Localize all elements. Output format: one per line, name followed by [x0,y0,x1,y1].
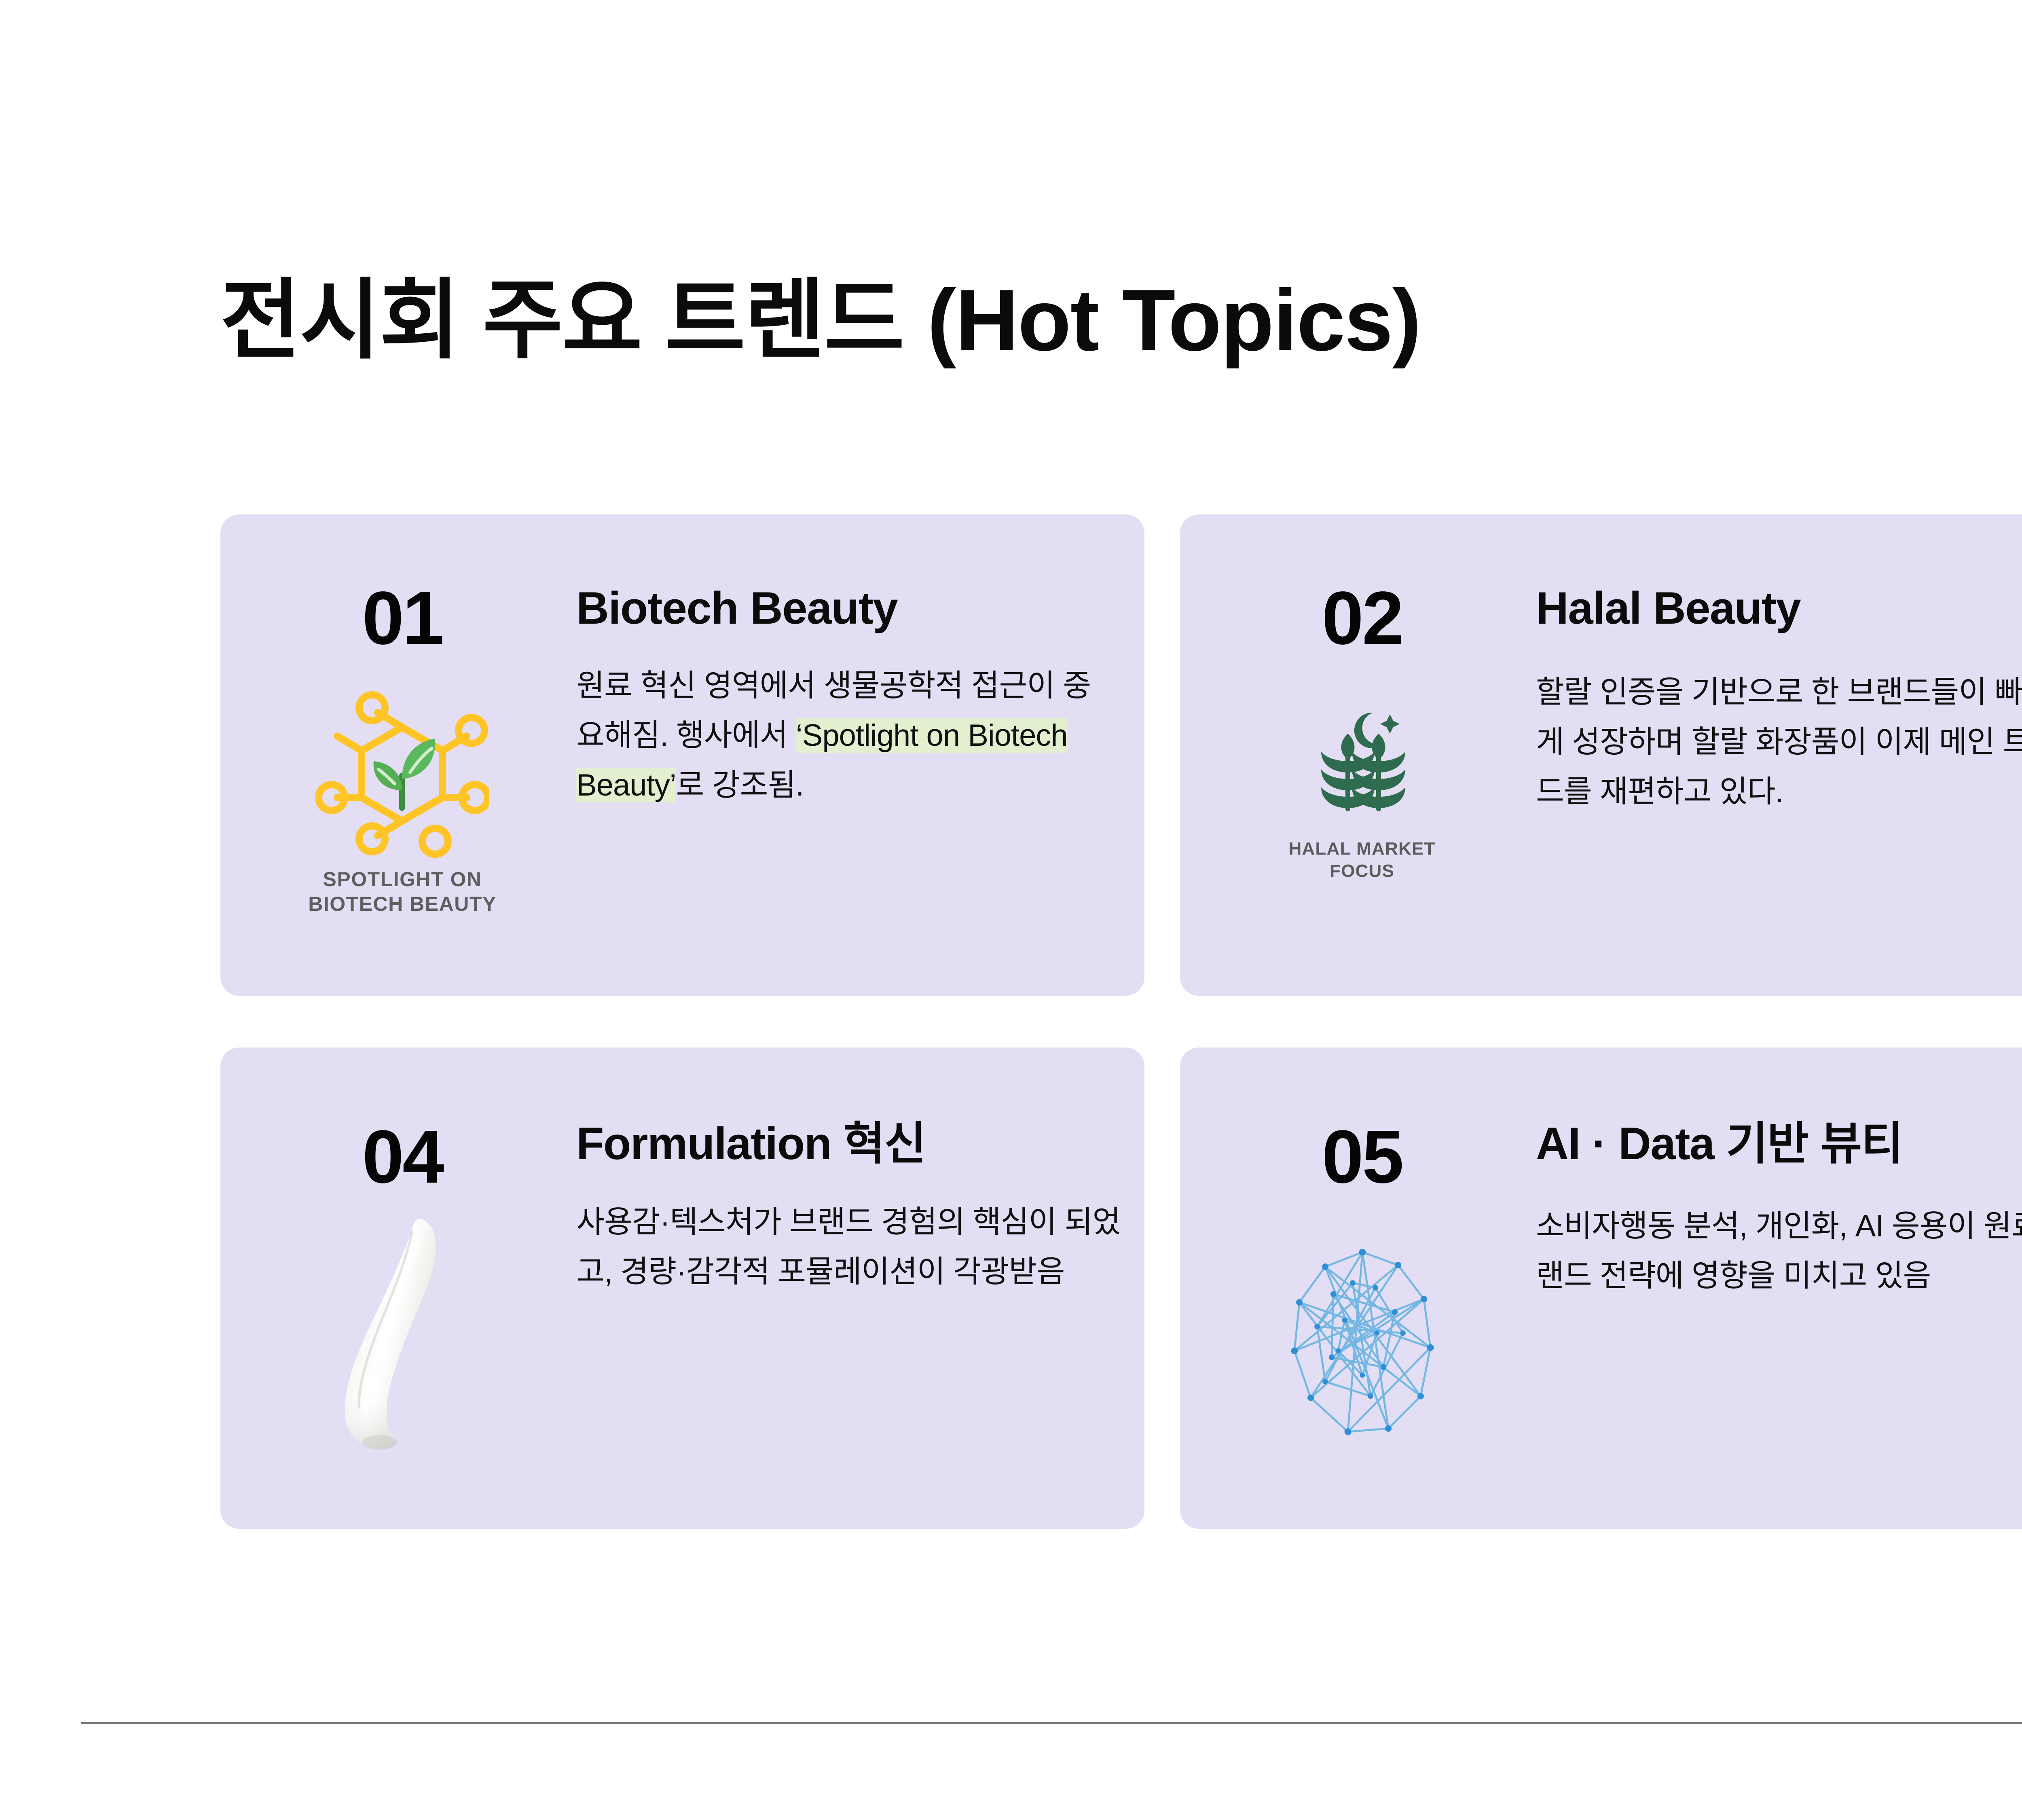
card-01-number: 01 [362,576,444,660]
topic-card-05[interactable]: 05 [1180,1048,2022,1529]
card-01-body-after: 로 강조됨. [676,768,804,803]
card-05-icon-area [1180,1238,1544,1448]
card-01-icon-caption: SPOTLIGHT ON BIOTECH BEAUTY [308,867,496,916]
card-04-body-text: 사용감·텍스처가 브랜드 경험의 핵심이 되었고, 경량·감각적 포뮬레이션이 … [576,1205,1121,1289]
topic-card-02[interactable]: 02 [1180,514,2022,996]
hot-topics-card-grid: 01 [220,514,2022,1529]
card-05-body: 소비자행동 분석, 개인화, AI 응용이 원료/브랜드 전략에 영향을 미치고… [1536,1201,2022,1301]
card-02-right-column: Halal Beauty 할랄 인증을 기반으로 한 브랜드들이 빠르게 성장하… [1536,514,2022,996]
footer-divider [81,1722,2022,1724]
card-04-right-column: Formulation 혁신 사용감·텍스처가 브랜드 경험의 핵심이 되었고,… [576,1048,1134,1529]
card-02-number: 02 [1322,576,1404,660]
card-02-body-text: 할랄 인증을 기반으로 한 브랜드들이 빠르게 성장하며 할랄 화장품이 이제 … [1536,675,2022,809]
card-02-heading: Halal Beauty [1536,583,1801,633]
topic-card-04[interactable]: 04 [220,1048,1144,1529]
card-02-left-column: 02 [1180,514,1544,996]
card-01-body: 원료 혁신 영역에서 생물공학적 접근이 중요해짐. 행사에서 ‘Spotlig… [576,661,1118,810]
card-04-body: 사용감·텍스처가 브랜드 경험의 핵심이 되었고, 경량·감각적 포뮬레이션이 … [576,1197,1122,1297]
card-05-right-column: AI · Data 기반 뷰티 소비자행동 분석, 개인화, AI 응용이 원료… [1536,1048,2022,1529]
card-05-heading: AI · Data 기반 뷰티 [1536,1118,1903,1169]
card-01-heading: Biotech Beauty [576,583,898,633]
topic-card-01[interactable]: 01 [220,514,1144,996]
card-01-left-column: 01 [220,514,584,996]
card-01-right-column: Biotech Beauty 원료 혁신 영역에서 생물공학적 접근이 중요해짐… [576,514,1126,996]
card-02-icon-area: HALAL MARKET FOCUS [1180,705,1544,882]
card-04-icon-area [220,1206,584,1457]
cream-swirl-icon [345,1219,436,1450]
card-01-body-before: 원료 혁신 영역에서 생물공학적 접근이 중요해짐. 행사에서 [576,669,1091,753]
card-02-icon-caption: HALAL MARKET FOCUS [1288,838,1435,882]
card-04-heading: Formulation 혁신 [576,1118,926,1169]
card-02-icon-caption-line1: HALAL MARKET [1288,839,1436,859]
card-04-left-column: 04 [220,1048,584,1529]
halal-wheat-crescent-icon [1321,712,1405,811]
card-02-body: 할랄 인증을 기반으로 한 브랜드들이 빠르게 성장하며 할랄 화장품이 이제 … [1536,667,2022,817]
card-02-icon-caption-line2: FOCUS [1330,861,1394,881]
page-title: 전시회 주요 트렌드 (Hot Topics) [220,271,1421,369]
card-01-icon-caption-line1: SPOTLIGHT ON [323,868,482,891]
card-04-number: 04 [362,1115,444,1199]
card-05-number: 05 [1322,1115,1404,1199]
card-01-icon-area: SPOTLIGHT ON BIOTECH BEAUTY [220,688,584,916]
card-01-icon-caption-line2: BIOTECH BEAUTY [308,893,497,915]
card-05-left-column: 05 [1180,1048,1544,1529]
card-05-body-text: 소비자행동 분석, 개인화, AI 응용이 원료/브랜드 전략에 영향을 미치고… [1536,1209,2022,1293]
ai-network-graph-icon [1291,1249,1434,1435]
biotech-hexagon-sprout-icon [315,691,489,858]
